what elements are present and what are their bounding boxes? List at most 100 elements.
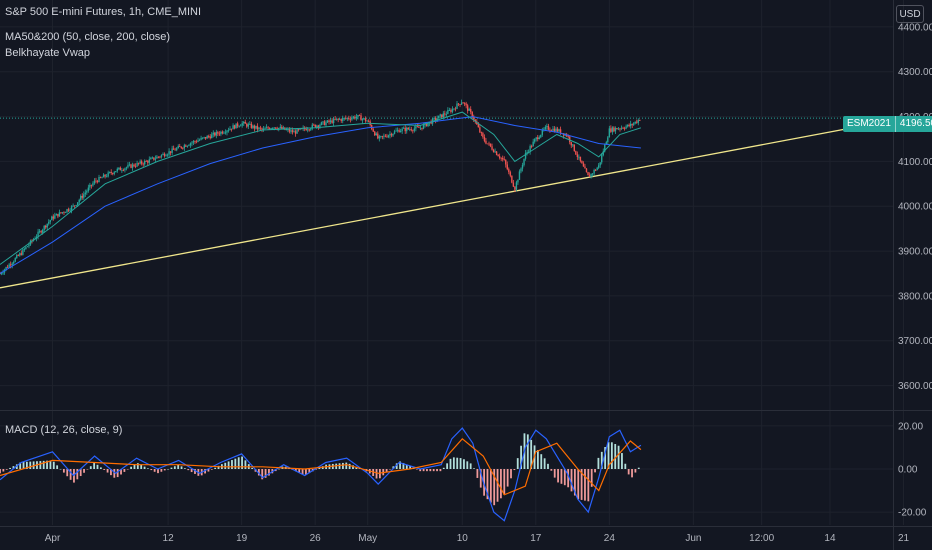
currency-button[interactable]: USD (896, 5, 924, 23)
time-axis[interactable]: Apr 12 19 26 May 10 17 24 Jun 12:00 14 21 (45, 533, 910, 544)
macd-histogram-bar (479, 469, 482, 488)
candle-body (206, 136, 208, 139)
candle-body (160, 154, 163, 157)
macd-histogram-bar (42, 460, 45, 469)
candle-body (13, 261, 15, 264)
macd-histogram-bar (506, 469, 509, 487)
macd-histogram-bar (184, 468, 186, 469)
candle-body (57, 213, 59, 217)
candle-body (84, 192, 87, 195)
candle-body (406, 127, 408, 132)
candle-body (409, 129, 411, 131)
candle-body (389, 133, 391, 136)
price-axis[interactable]: 3600.00 3700.00 3800.00 3900.00 4000.00 4100.… (898, 22, 932, 518)
macd-histogram-bar (439, 469, 442, 472)
macd-histogram-bar (231, 460, 233, 469)
candle-body (398, 130, 400, 133)
candle-body (229, 128, 231, 131)
time-tick-label: Apr (45, 533, 61, 544)
candle-body (104, 174, 106, 177)
candle-body (447, 110, 449, 114)
macd-pane (0, 427, 642, 522)
candle-body (413, 128, 416, 131)
candle-body (549, 129, 551, 131)
macd-histogram-bar (153, 469, 156, 472)
candle-body (322, 121, 324, 123)
candle-body (559, 129, 562, 134)
candle-body (171, 148, 173, 153)
candle-body (448, 110, 451, 111)
candle-body (352, 116, 355, 118)
candle-body (80, 195, 82, 200)
candle-body (112, 173, 114, 174)
candle-body (395, 130, 397, 132)
macd-histogram-bar (163, 469, 166, 471)
macd-histogram-bar (395, 463, 398, 469)
macd-histogram-bar (29, 461, 32, 469)
candle-body (410, 129, 413, 131)
candle-body (221, 131, 224, 134)
macd-indicator-label[interactable]: MACD (12, 26, close, 9) (5, 424, 123, 436)
macd-histogram-bar (405, 464, 408, 469)
macd-histogram-bar (133, 464, 136, 469)
candle-body (374, 131, 376, 136)
candle-body (332, 118, 335, 124)
macd-histogram-bar (251, 467, 254, 469)
macd-histogram-bar (234, 458, 237, 469)
candle-body (401, 128, 403, 131)
candle-body (521, 164, 524, 169)
macd-histogram-bar (237, 457, 240, 469)
candle-body (456, 103, 458, 109)
macd-histogram-bar (385, 469, 388, 473)
candle-body (629, 123, 632, 127)
candle-body (450, 110, 452, 112)
candle-body (168, 151, 170, 155)
ma-indicator-label[interactable]: MA50&200 (50, close, 200, close) (5, 31, 171, 43)
macd-histogram-bar (486, 469, 489, 500)
candle-body (211, 134, 213, 139)
macd-tick-label: 0.00 (898, 465, 918, 476)
candle-body (270, 128, 272, 130)
macd-histogram-bar (39, 461, 42, 469)
candle-body (316, 125, 318, 128)
candle-body (328, 120, 330, 122)
candle-body (585, 168, 588, 173)
candle-body (610, 128, 612, 132)
macd-histogram-bar (66, 469, 69, 477)
candle-body (425, 122, 428, 127)
candle-body (339, 119, 341, 121)
candle-body (300, 128, 303, 130)
candle-body (93, 180, 96, 184)
macd-histogram-bar (553, 469, 556, 478)
macd-histogram-bar (520, 445, 522, 469)
candle-body (482, 133, 484, 138)
macd-histogram-bar (157, 469, 159, 474)
macd-histogram-bar (52, 461, 55, 469)
candle-body (622, 127, 624, 129)
price-tick-label: 4000.00 (898, 202, 932, 213)
macd-histogram-bar (634, 469, 637, 473)
candle-body (96, 181, 99, 183)
macd-histogram-bar (120, 469, 122, 475)
candle-body (451, 109, 454, 112)
macd-histogram-bar (348, 463, 351, 469)
macd-histogram-bar (126, 469, 129, 470)
candle-body (247, 124, 250, 127)
candle-body (393, 131, 396, 134)
candle-body (130, 164, 132, 168)
macd-histogram-bar (580, 469, 583, 500)
candle-body (267, 127, 269, 129)
macd-histogram-bar (207, 469, 210, 472)
candle-body (416, 126, 419, 128)
candle-body (45, 225, 47, 228)
price-tick-label: 4100.00 (898, 157, 932, 168)
trendline[interactable] (0, 119, 894, 289)
candle-body (122, 170, 125, 172)
candle-body (139, 161, 141, 164)
macd-histogram-bar (409, 465, 412, 469)
vwap-indicator-label[interactable]: Belkhayate Vwap (5, 47, 90, 59)
candle-body (147, 161, 149, 163)
macd-histogram-bar (513, 469, 516, 471)
candle-body (49, 220, 51, 222)
